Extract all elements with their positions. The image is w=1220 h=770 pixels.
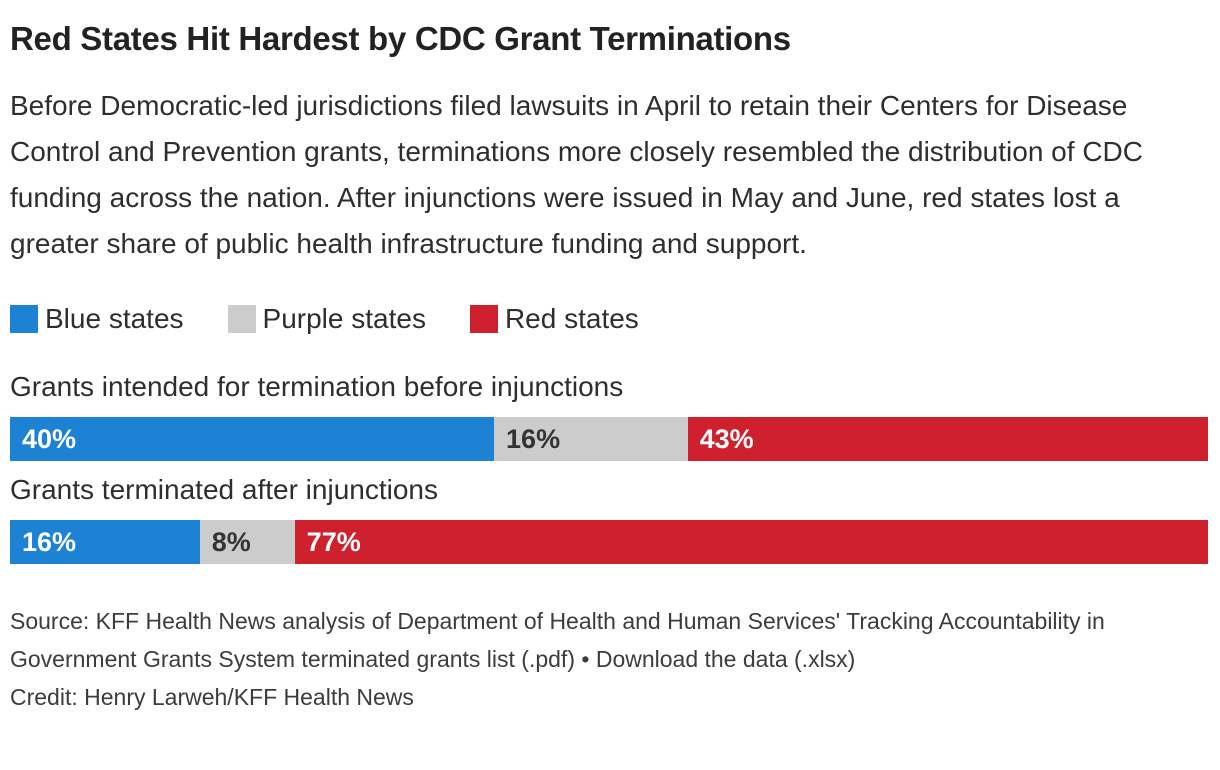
legend-item-blue-states: Blue states [10, 303, 184, 335]
bar-row-label-before-injunctions: Grants intended for termination before i… [10, 371, 624, 403]
source-text: Source: KFF Health News analysis of Depa… [10, 602, 1195, 678]
source-prefix: Source: KFF Health News analysis of Depa… [10, 608, 1105, 673]
legend-label-purple-states: Purple states [262, 303, 426, 335]
bar-value-label: 77% [306, 526, 361, 557]
bar-value-label: 8% [211, 526, 251, 557]
chart-title: Red States Hit Hardest by CDC Grant Term… [10, 20, 791, 57]
bar-segment-red-before: 43% [687, 417, 1208, 462]
bar-value-label: 16% [22, 526, 77, 557]
legend: Blue states Purple states Red states [10, 303, 1208, 335]
bar-row-label-after-injunctions: Grants terminated after injunctions [10, 474, 438, 506]
bar-segment-purple-after: 8% [199, 520, 295, 565]
red-states-swatch-icon [469, 305, 498, 334]
bar-value-label: 43% [699, 423, 754, 454]
legend-item-red-states: Red states [469, 303, 639, 335]
blue-states-swatch-icon [10, 305, 38, 334]
bar-segment-blue-before: 40% [10, 417, 495, 462]
bar-row-after-injunctions: 16% 8% 77% [10, 520, 1208, 565]
download-data-link[interactable]: Download the data (.xlsx) [595, 646, 856, 673]
stacked-bar-chart: Grants intended for termination before i… [10, 369, 1208, 565]
legend-item-purple-states: Purple states [227, 303, 426, 335]
bar-segment-blue-after: 16% [10, 520, 200, 565]
bar-value-label: 40% [22, 423, 77, 454]
legend-label-blue-states: Blue states [45, 303, 184, 335]
bar-segment-red-after: 77% [294, 520, 1208, 565]
purple-states-swatch-icon [227, 305, 256, 334]
legend-label-red-states: Red states [504, 303, 639, 335]
credit-text: Credit: Henry Larweh/KFF Health News [10, 684, 414, 711]
footer: Source: KFF Health News analysis of Depa… [10, 602, 1208, 716]
bar-row-before-injunctions: 40% 16% 43% [10, 417, 1208, 462]
bar-segment-purple-before: 16% [494, 417, 688, 462]
chart-description: Before Democratic-led jurisdictions file… [10, 90, 1143, 260]
bar-value-label: 16% [506, 423, 561, 454]
